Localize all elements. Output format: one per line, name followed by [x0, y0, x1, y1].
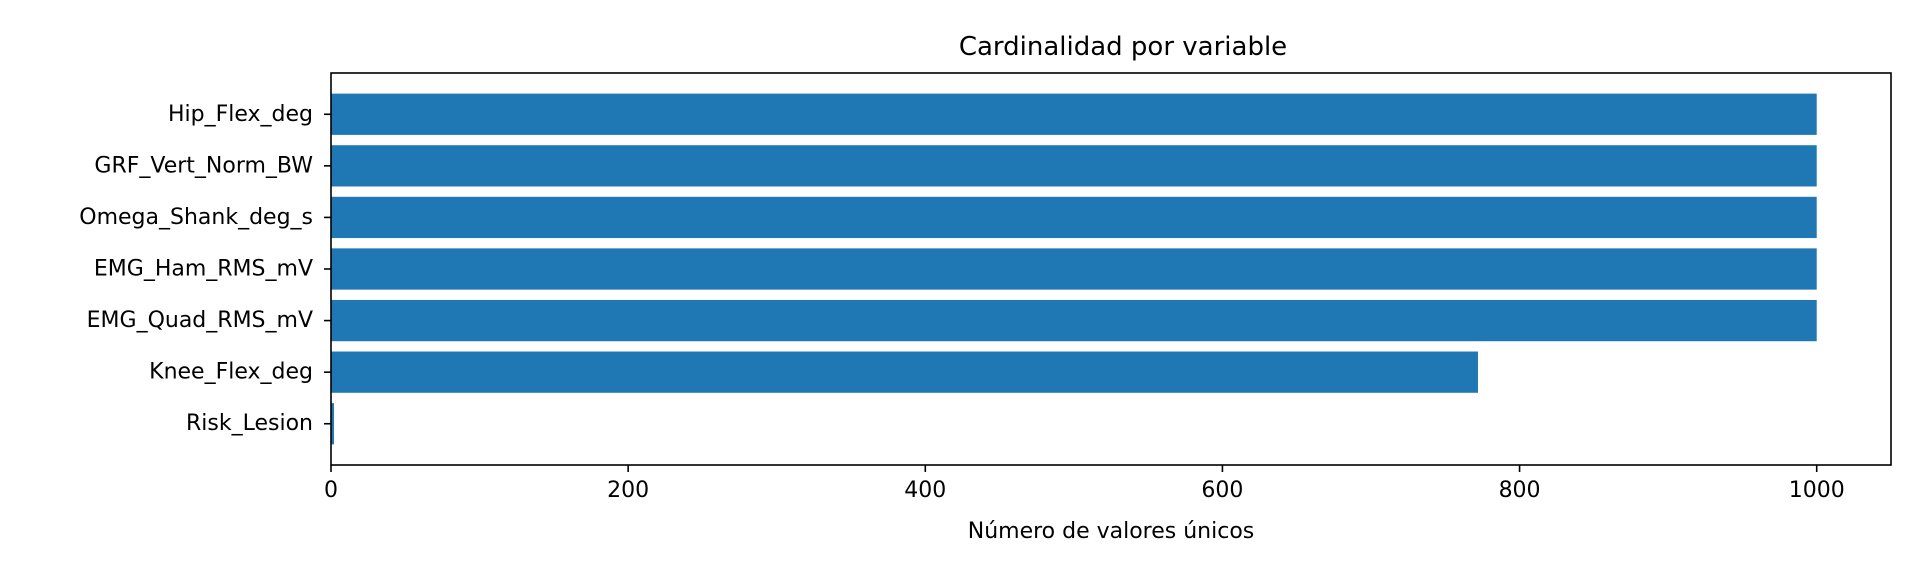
- y-tick-label: GRF_Vert_Norm_BW: [94, 153, 313, 178]
- bar-EMG_Quad_RMS_mV: [331, 299, 1817, 342]
- bars-group: [331, 93, 1817, 445]
- y-tick-label: Hip_Flex_deg: [168, 102, 313, 127]
- x-tick-label: 400: [904, 478, 946, 503]
- y-tick-label: Risk_Lesion: [186, 411, 313, 436]
- bar-Hip_Flex_deg: [331, 93, 1817, 135]
- x-tick-label: 1000: [1789, 478, 1845, 503]
- x-axis-label: Número de valores únicos: [968, 519, 1255, 544]
- x-axis-ticks: 0 200 400 600 800 1000: [324, 465, 1845, 503]
- bar-Omega_Shank_deg_s: [331, 196, 1817, 239]
- bar-EMG_Ham_RMS_mV: [331, 248, 1817, 290]
- bar-Risk_Lesion: [331, 403, 334, 445]
- bar-Knee_Flex_deg: [331, 351, 1478, 393]
- x-tick-label: 200: [607, 478, 649, 503]
- x-tick-label: 600: [1201, 478, 1243, 503]
- chart-title: Cardinalidad por variable: [959, 32, 1287, 62]
- y-tick-label: EMG_Ham_RMS_mV: [94, 257, 313, 282]
- x-tick-label: 0: [324, 478, 338, 503]
- plot-frame: [330, 72, 1892, 466]
- y-tick-label: Omega_Shank_deg_s: [79, 205, 313, 230]
- x-tick-label: 800: [1499, 478, 1541, 503]
- bar-GRF_Vert_Norm_BW: [331, 145, 1817, 187]
- y-axis-ticks: Hip_Flex_deg GRF_Vert_Norm_BW Omega_Shank_…: [79, 102, 331, 436]
- y-tick-label: Knee_Flex_deg: [149, 360, 313, 385]
- y-tick-label: EMG_Quad_RMS_mV: [87, 308, 313, 333]
